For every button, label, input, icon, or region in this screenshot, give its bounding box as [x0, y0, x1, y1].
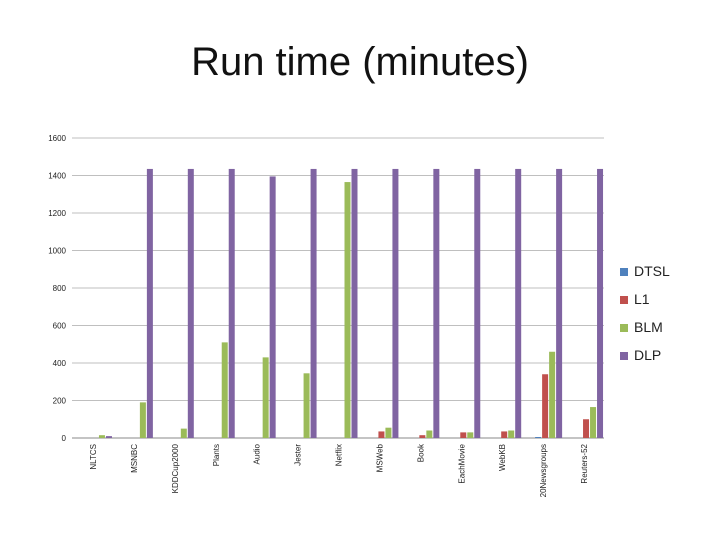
bar-dlp-msnbc	[146, 168, 153, 438]
y-tick-label: 200	[53, 397, 67, 406]
bar-dlp-eachmovie	[474, 168, 481, 438]
bar-dlp-plants	[228, 168, 235, 438]
legend-label: L1	[634, 291, 650, 307]
bar-blm-msnbc	[139, 402, 146, 438]
y-tick-label: 1200	[48, 209, 66, 218]
y-tick-label: 1400	[48, 172, 66, 181]
y-tick-label: 800	[53, 284, 67, 293]
bar-dlp-book	[433, 168, 440, 438]
bar-l1-msweb	[378, 431, 385, 438]
bar-l1-reuters-52	[583, 419, 590, 438]
legend-swatch	[620, 352, 628, 360]
x-axis-categories: NLTCS MSNBC KDDCup2000 Plants Audio Jester Net…	[89, 443, 589, 497]
bar-l1-webkb	[501, 431, 508, 438]
bars	[98, 168, 604, 438]
bar-blm-audio	[262, 357, 269, 438]
category-label: Plants	[212, 444, 221, 466]
legend: DTSL L1 BLM DLP	[620, 263, 670, 363]
bar-l1-eachmovie	[460, 432, 467, 438]
legend-label: BLM	[634, 319, 663, 335]
category-label: KDDCup2000	[171, 443, 180, 493]
legend-swatch	[620, 268, 628, 276]
category-label: Audio	[253, 443, 262, 464]
y-tick-label: 1000	[48, 247, 66, 256]
bar-blm-eachmovie	[467, 432, 474, 438]
bar-blm-nltcs	[98, 435, 105, 438]
bar-l1-book	[419, 435, 426, 438]
category-label: Book	[416, 443, 425, 462]
bar-blm-book	[426, 430, 433, 438]
bar-dtsl-20newsgroups	[535, 437, 542, 438]
category-label: 20Newsgroups	[539, 444, 548, 497]
bar-blm-jester	[303, 373, 310, 438]
category-label: EachMovie	[457, 443, 466, 483]
category-label: Netflix	[335, 444, 344, 466]
y-tick-label: 1600	[48, 134, 66, 143]
bar-dlp-webkb	[515, 168, 522, 438]
legend-label: DTSL	[634, 263, 670, 279]
bar-l1-20newsgroups	[542, 374, 549, 438]
y-tick-label: 400	[53, 359, 67, 368]
category-label: MSNBC	[130, 444, 139, 473]
category-label: Reuters-52	[580, 443, 589, 483]
category-label: MSWeb	[375, 443, 384, 472]
bar-dlp-jester	[310, 168, 317, 438]
y-tick-label: 0	[62, 434, 67, 443]
bar-blm-plants	[221, 342, 228, 438]
legend-swatch	[620, 324, 628, 332]
legend-label: DLP	[634, 347, 661, 363]
bar-blm-kddcup2000	[180, 428, 187, 438]
y-axis-ticks: 0 200 400 600 800 1000 1200 1400 1600	[48, 134, 66, 443]
bar-blm-reuters-52	[590, 407, 597, 438]
bar-dlp-20newsgroups	[556, 168, 563, 438]
chart-title: Run time (minutes)	[191, 40, 529, 84]
bar-blm-webkb	[508, 430, 515, 438]
category-label: WebKB	[498, 444, 507, 471]
bar-dlp-kddcup2000	[187, 168, 194, 438]
category-label: NLTCS	[89, 444, 98, 470]
category-label: Jester	[294, 444, 303, 466]
bar-blm-netflix	[344, 182, 351, 438]
bar-dlp-netflix	[351, 168, 358, 438]
y-tick-label: 600	[53, 322, 67, 331]
bar-dlp-nltcs	[105, 436, 112, 438]
bar-blm-msweb	[385, 427, 392, 438]
legend-swatch	[620, 296, 628, 304]
bar-dlp-reuters-52	[597, 168, 604, 438]
bar-dlp-msweb	[392, 168, 399, 438]
bar-blm-20newsgroups	[549, 351, 556, 438]
bar-dlp-audio	[269, 176, 276, 438]
